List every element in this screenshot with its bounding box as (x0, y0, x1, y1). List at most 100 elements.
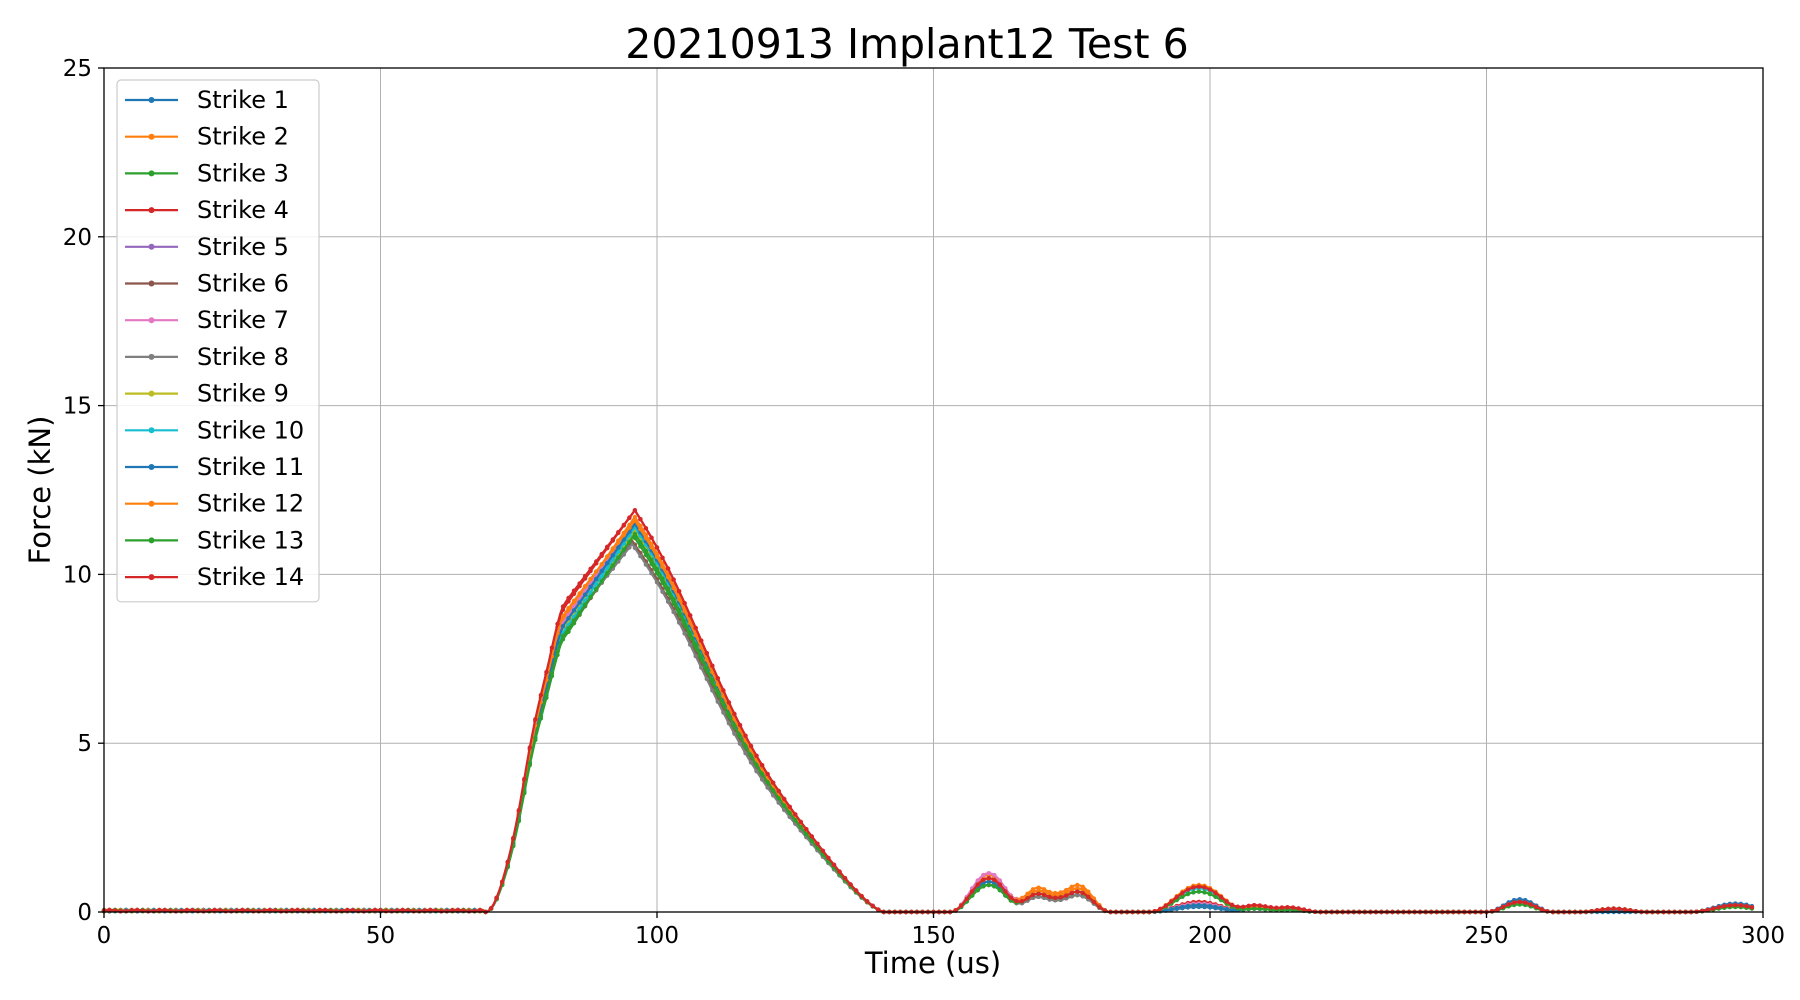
series-5 (101, 524, 1755, 915)
data-point (798, 819, 803, 825)
legend-item: Strike 13 (125, 526, 304, 554)
data-point (638, 517, 643, 522)
data-point (560, 624, 566, 629)
data-point (505, 859, 510, 864)
data-point (577, 591, 582, 596)
y-tick-label: 5 (77, 731, 92, 757)
data-point (660, 589, 665, 594)
data-point (654, 580, 660, 585)
data-point (726, 700, 732, 705)
legend: Strike 1 Strike 2 Strike 3 Strike 4 Strike 5… (116, 79, 320, 603)
data-point (660, 555, 665, 560)
data-point (157, 907, 162, 913)
data-point (1097, 904, 1102, 910)
data-point (555, 621, 560, 627)
data-point (466, 909, 472, 914)
data-point (389, 909, 394, 914)
data-point (1738, 903, 1744, 908)
data-point (859, 893, 864, 899)
data-point (704, 651, 709, 656)
data-point (1534, 904, 1539, 910)
data-point (649, 571, 654, 576)
data-point (726, 721, 732, 726)
data-point (671, 609, 676, 615)
data-point (992, 877, 997, 883)
data-point (1489, 909, 1495, 914)
data-point (1053, 895, 1058, 900)
x-tick-label: 200 (1188, 923, 1232, 949)
data-point (549, 645, 555, 650)
data-point (737, 722, 743, 728)
data-point (704, 657, 709, 662)
legend-item: Strike 3 (125, 159, 289, 187)
data-point (693, 642, 698, 647)
data-point (599, 551, 604, 557)
legend-label: Strike 4 (197, 196, 289, 224)
series-12 (101, 518, 1755, 915)
data-point (1047, 894, 1052, 900)
data-point (682, 601, 687, 606)
data-point (997, 882, 1003, 887)
data-point (621, 532, 626, 538)
data-point (1224, 899, 1229, 904)
series-6 (101, 538, 1755, 915)
data-point (710, 688, 715, 693)
data-point (676, 589, 682, 594)
data-point (1196, 903, 1202, 908)
data-point (654, 566, 660, 572)
data-point (1080, 887, 1086, 893)
data-point (610, 553, 615, 558)
data-point (588, 584, 593, 589)
data-point (699, 665, 704, 670)
data-point (599, 562, 604, 567)
data-point (289, 908, 295, 913)
data-point (588, 576, 593, 582)
data-point (1080, 890, 1086, 896)
data-point (1241, 904, 1246, 909)
data-point (477, 907, 483, 913)
data-point (345, 907, 350, 913)
data-point (1058, 895, 1063, 900)
data-point (627, 525, 632, 530)
data-point (1229, 907, 1235, 913)
data-point (544, 693, 549, 698)
data-point (455, 907, 461, 913)
data-point (582, 592, 588, 597)
data-point (317, 907, 322, 913)
legend-item: Strike 14 (125, 563, 304, 591)
data-point (610, 537, 615, 542)
data-point (599, 579, 604, 584)
x-tick-label: 250 (1465, 923, 1509, 949)
data-point (975, 882, 980, 887)
data-point (1064, 893, 1069, 898)
data-point (643, 548, 649, 554)
data-point (599, 568, 604, 574)
data-point (721, 701, 726, 706)
data-point (660, 564, 665, 569)
data-point (162, 907, 167, 913)
data-point (577, 600, 582, 605)
data-point (527, 761, 532, 766)
data-point (654, 545, 660, 550)
data-point (1003, 889, 1008, 894)
data-point (1711, 906, 1716, 911)
legend-marker (148, 243, 155, 250)
data-point (229, 909, 234, 914)
data-point (571, 618, 577, 623)
data-point (594, 576, 599, 582)
data-point (1069, 884, 1075, 889)
series-14 (101, 508, 1755, 915)
data-point (1733, 903, 1738, 908)
x-tick-label: 0 (97, 923, 112, 949)
data-point (1622, 907, 1628, 912)
data-point (1030, 892, 1036, 898)
data-point (594, 569, 599, 574)
series-line (103, 521, 1753, 914)
legend-label: Strike 11 (197, 453, 304, 481)
data-point (1545, 909, 1550, 914)
data-point (240, 907, 245, 913)
data-point (1202, 885, 1207, 890)
data-point (676, 607, 682, 613)
data-point (610, 547, 615, 552)
data-point (759, 777, 765, 782)
